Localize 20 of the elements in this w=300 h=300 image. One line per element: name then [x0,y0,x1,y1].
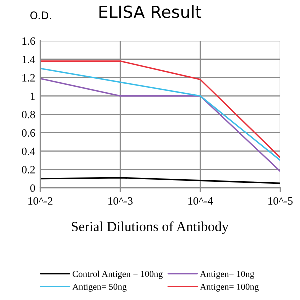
y-tick-label: 1.2 [22,74,36,82]
chart-title: ELISA Result [100,5,202,18]
legend-label: Control Antigen = 100ng [72,270,163,280]
y-tick-label: 1.6 [22,38,36,46]
x-tick-label: 10^-5 [268,197,293,205]
y-axis-title: O.D. [30,12,52,20]
y-tick-label: 1.4 [22,56,36,64]
x-axis-title: Serial Dilutions of Antibody [72,222,229,234]
legend-label: Antigen= 100ng [200,284,259,292]
y-tick-label: 0.8 [22,111,36,119]
legend-label: Antigen= 10ng [200,271,254,280]
x-tick-label: 10^-3 [108,197,133,205]
y-tick-label: 0.2 [22,166,36,174]
legend-label: Antigen= 50ng [72,284,127,292]
y-tick-label: 0 [30,184,36,192]
x-tick-label: 10^-4 [188,197,214,205]
y-tick-label: 1 [31,92,35,100]
x-tick-label: 10^-2 [28,197,53,205]
y-tick-label: 0.4 [22,148,36,156]
y-tick-label: 0.6 [22,129,36,137]
